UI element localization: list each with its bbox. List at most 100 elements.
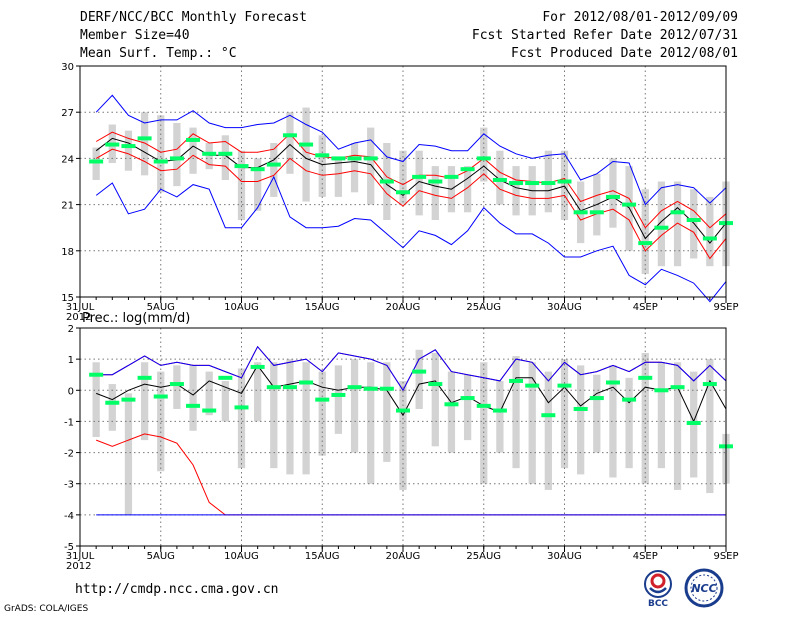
mean-marker [492,177,507,182]
spread-box [544,371,552,490]
series-quartile_upper [95,131,727,229]
mean-marker [153,159,168,164]
spread-box [92,362,100,437]
spread-box [189,127,197,174]
mean-marker [331,392,346,397]
agency-logos: BCC NCC [644,568,724,608]
series-minimum [95,175,727,303]
spread-box [383,362,391,462]
x-tick-label: 9SEP [713,551,738,562]
y-tick-label: 21 [61,201,74,212]
spread-box [496,380,504,453]
x-tick-label: 4SEP [633,302,658,313]
series-quartile_lower [95,148,727,260]
spread-box [560,150,569,220]
mean-marker [218,151,233,156]
mean-marker [234,164,249,169]
mean-marker [250,364,265,369]
spread-box [221,135,229,180]
mean-marker [363,386,378,391]
mean-marker [670,385,685,390]
spread-box [124,130,133,171]
series-minimum [96,345,727,392]
mean-marker [202,151,217,156]
spread-box [657,362,666,469]
x-tick-label: 25AUG [466,302,501,313]
mean-marker [105,400,120,405]
produced-date: Fcst Produced Date 2012/08/01 [511,46,738,61]
spread-box [431,352,439,447]
mean-marker [573,210,588,215]
member-size: Member Size=40 [80,28,190,43]
mean-marker [605,194,620,199]
x-tick-label: 31JUL [66,302,95,313]
mean-marker [622,397,637,402]
spread-box [334,158,343,197]
spread-box [270,143,278,197]
mean-marker [557,383,572,388]
chart-title: DERF/NCC/BCC Monthly Forecast [80,10,307,25]
mean-marker [250,167,265,172]
x-tick-year: 2012 [66,561,91,572]
mean-marker [509,181,524,186]
mean-marker [169,156,184,161]
mean-marker [702,236,717,241]
spread-box [270,362,278,469]
y-tick-label: 0 [68,386,74,397]
mean-marker [347,385,362,390]
mean-marker [654,225,669,230]
mean-marker [670,210,685,215]
spread-box [528,362,536,484]
mean-marker [702,382,717,387]
mean-marker [638,375,653,380]
spread-box [480,127,488,182]
mean-marker [476,403,491,408]
spread-box [577,365,585,475]
mean-marker [412,369,427,374]
mean-marker [396,408,410,413]
mean-marker [234,405,249,410]
x-tick-label: 5AUG [147,551,175,562]
y-tick-label: -1 [64,417,74,428]
spread-box [124,393,133,515]
mean-marker [686,420,701,425]
spread-box [512,356,520,469]
mean-marker [654,388,669,393]
spread-box [512,166,520,216]
source-url[interactable]: http://cmdp.ncc.cma.gov.cn [75,582,279,597]
spread-box [657,181,666,267]
mean-marker [412,174,427,179]
mean-marker [186,137,201,142]
x-tick-label: 30AUG [547,551,582,562]
y-tick-label: -3 [64,480,74,491]
mean-marker [137,136,152,141]
spread-box [673,181,682,267]
spread-box [447,371,456,453]
mean-marker [460,396,475,401]
spread-box [415,349,423,409]
mean-marker [686,218,701,222]
mean-marker [525,383,540,388]
mean-marker [363,156,378,161]
x-tick-year: 2012 [66,312,91,323]
spread-box [641,189,649,274]
spread-box [254,158,262,211]
mean-marker [153,394,168,399]
x-tick-label: 15AUG [305,551,340,562]
y-tick-label: 24 [61,154,74,165]
spread-box [673,362,682,490]
spread-box [350,143,359,193]
refer-date: Fcst Started Refer Date 2012/07/31 [471,28,738,43]
spread-box [415,150,423,216]
mean-marker [347,156,362,161]
spread-box [593,374,601,453]
svg-text:BCC: BCC [648,599,668,608]
spread-box [367,127,375,205]
svg-text:NCC: NCC [691,582,716,595]
x-tick-label: 15AUG [305,302,340,313]
x-tick-label: 31JUL [66,551,95,562]
spread-box [463,374,472,441]
spread-box [205,143,213,170]
mean-marker [525,181,540,186]
